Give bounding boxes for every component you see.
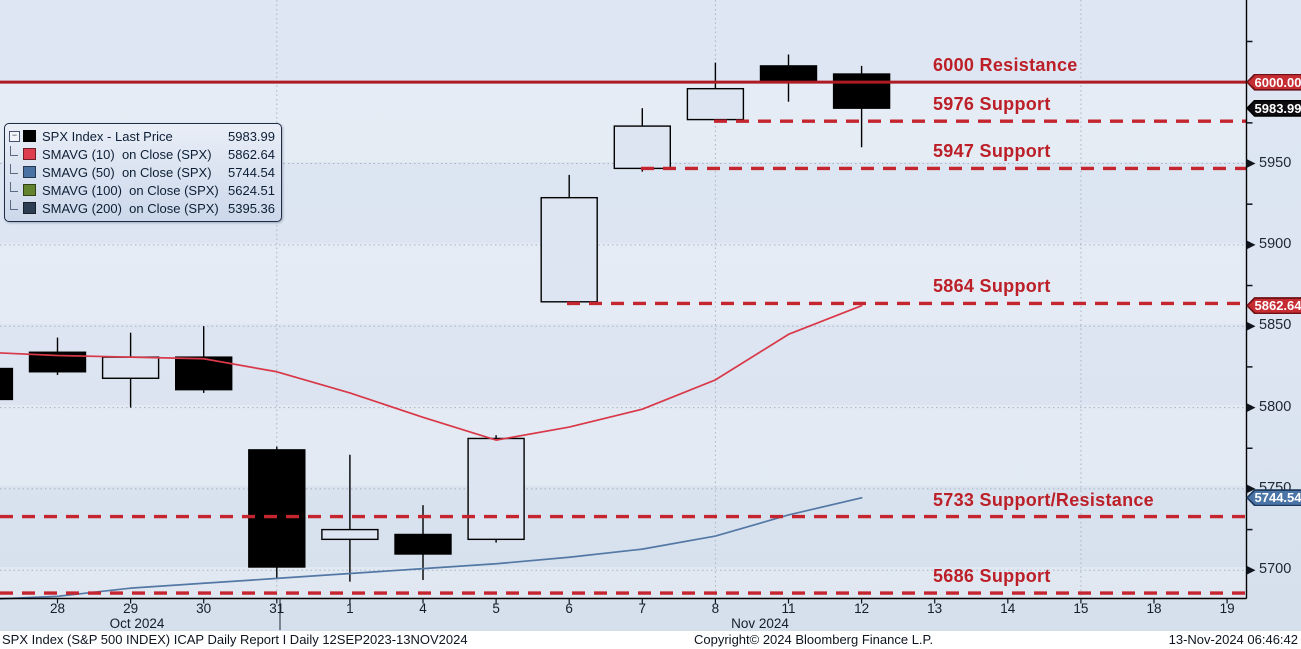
tree-branch-line: [10, 199, 18, 210]
legend-series-label: SMAVG (200) on Close (SPX): [42, 200, 219, 216]
y-axis-label: 5700: [1259, 561, 1292, 578]
y-axis-label: 5800: [1259, 398, 1292, 415]
legend-series-label: SMAVG (10) on Close (SPX): [42, 146, 212, 162]
legend-series-value: 5624.51: [228, 182, 275, 198]
report-title: SPX Index (S&P 500 INDEX) ICAP Daily Rep…: [2, 632, 468, 647]
month-label: Oct 2024: [109, 616, 165, 631]
level-label-5864: 5864 Support: [933, 276, 1051, 297]
x-axis-label: 13: [927, 601, 943, 616]
legend-series-label: SMAVG (50) on Close (SPX): [42, 164, 212, 180]
y-axis-label: 5950: [1259, 154, 1292, 171]
legend-series-value: 5862.64: [228, 146, 275, 162]
tree-collapse-icon[interactable]: −: [9, 130, 20, 142]
series-color-swatch: [23, 166, 36, 178]
x-axis-label: 6: [565, 601, 573, 616]
level-label-5976: 5976 Support: [933, 94, 1051, 115]
level-label-5686: 5686 Support: [933, 566, 1051, 587]
x-axis-label: 8: [711, 601, 720, 616]
level-label-6000: 6000 Resistance: [933, 55, 1078, 76]
price-badge-value: 5862.64: [1248, 298, 1301, 313]
series-color-swatch: [23, 202, 36, 214]
price-badge-value: 5983.99: [1248, 101, 1301, 116]
price-badge-5983.99: 5983.99: [1246, 99, 1301, 117]
month-label: Nov 2024: [731, 616, 789, 631]
timestamp: 13-Nov-2024 06:46:42: [1168, 632, 1298, 647]
legend-series-value: 5983.99: [228, 128, 275, 144]
x-axis-label: 5: [492, 601, 500, 616]
x-axis-label: 4: [419, 601, 427, 616]
legend-row[interactable]: SMAVG (200) on Close (SPX) 5395.36: [9, 199, 275, 217]
x-axis-label: 14: [1000, 601, 1016, 616]
x-axis-label: 11: [781, 601, 796, 616]
chart-background-bands: [0, 0, 1246, 598]
x-axis-label: 30: [196, 601, 212, 616]
level-label-5733: 5733 Support/Resistance: [933, 489, 1154, 510]
legend-row[interactable]: SMAVG (50) on Close (SPX) 5744.54: [9, 163, 275, 181]
tree-branch-line: [10, 163, 18, 174]
legend-series-label: SMAVG (100) on Close (SPX): [42, 182, 219, 198]
legend-series-value: 5744.54: [228, 164, 275, 180]
x-axis-label: 15: [1073, 601, 1089, 616]
x-axis-label: 28: [49, 601, 66, 616]
copyright-text: Copyright© 2024 Bloomberg Finance L.P.: [694, 632, 934, 647]
x-axis-label: 19: [1219, 601, 1235, 616]
series-color-swatch: [23, 148, 36, 160]
price-badge-value: 6000.00: [1248, 75, 1301, 90]
price-badge-6000.00: 6000.00: [1246, 73, 1301, 91]
legend-series-value: 5395.36: [228, 200, 275, 216]
price-badge-value: 5744.54: [1248, 490, 1301, 505]
x-axis-label: 29: [123, 601, 139, 616]
legend-series-label: SPX Index - Last Price: [42, 128, 173, 144]
x-axis-label: 31: [269, 601, 285, 616]
legend-row[interactable]: − SPX Index - Last Price 5983.99: [9, 127, 275, 145]
series-color-swatch: [23, 130, 36, 142]
x-axis-label: 12: [854, 601, 870, 616]
x-axis-label: 1: [346, 601, 354, 616]
legend-row[interactable]: SMAVG (10) on Close (SPX) 5862.64: [9, 145, 275, 163]
status-bar: SPX Index (S&P 500 INDEX) ICAP Daily Rep…: [0, 631, 1301, 649]
price-badge-5862.64: 5862.64: [1246, 297, 1301, 315]
x-axis-label: 18: [1146, 601, 1162, 616]
x-axis-label: 7: [638, 601, 647, 616]
level-label-5947: 5947 Support: [933, 141, 1051, 162]
price-badge-5744.54: 5744.54: [1246, 489, 1301, 507]
tree-branch-line: [10, 181, 18, 192]
series-color-swatch: [23, 184, 36, 196]
tree-branch-line: [10, 145, 18, 156]
y-axis-label: 5900: [1259, 235, 1292, 252]
y-axis-label: 5850: [1259, 317, 1292, 334]
chart-legend: − SPX Index - Last Price 5983.99 SMAVG (10)…: [4, 123, 282, 222]
legend-row[interactable]: SMAVG (100) on Close (SPX) 5624.51: [9, 181, 275, 199]
